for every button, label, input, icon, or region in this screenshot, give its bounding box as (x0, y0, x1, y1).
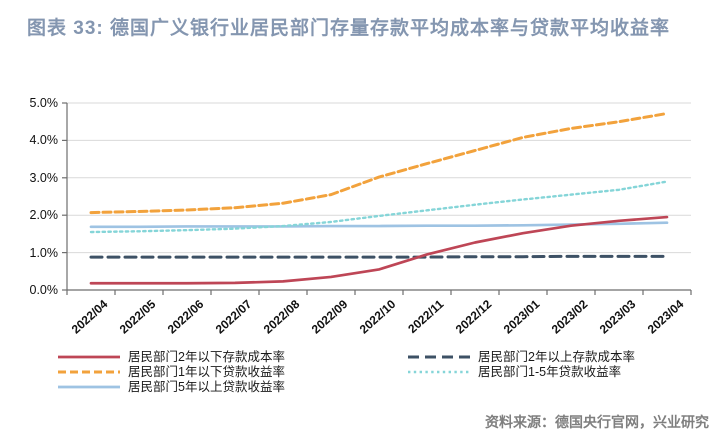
legend-swatch-loan-1-5y (408, 370, 470, 374)
legend-swatch-deposit-under-2y (58, 355, 120, 359)
legend-item-loan-1-5y: 居民部门1-5年贷款收益率 (407, 365, 621, 379)
legend-item-deposit-over-2y: 居民部门2年以上存款成本率 (407, 350, 635, 364)
y-tick-label: 1.0% (29, 245, 59, 260)
y-tick-label: 4.0% (29, 133, 59, 148)
legend-item-loan-under-1y: 居民部门1年以下贷款收益率 (57, 365, 285, 379)
y-tick-label: 2.0% (29, 208, 59, 223)
series-line-deposit-over-2y (89, 254, 669, 259)
legend-label: 居民部门1-5年贷款收益率 (478, 365, 622, 379)
legend-label: 居民部门5年以上贷款收益率 (128, 380, 285, 394)
legend-label: 居民部门1年以下贷款收益率 (128, 365, 285, 379)
legend-item-deposit-under-2y: 居民部门2年以下存款成本率 (57, 350, 285, 364)
y-tick-label: 3.0% (29, 170, 59, 185)
series-line-deposit-under-2y (89, 215, 669, 285)
legend-swatch-deposit-over-2y (408, 355, 470, 359)
y-tick-label: 5.0% (29, 96, 59, 110)
series-line-loan-under-1y (89, 111, 669, 215)
legend-label: 居民部门2年以上存款成本率 (478, 350, 635, 364)
series-line-loan-1-5y (89, 180, 669, 234)
legend-item-loan-over-5y: 居民部门5年以上贷款收益率 (57, 380, 285, 394)
source-note: 资料来源：德国央行官网，兴业研究 (485, 414, 709, 430)
chart-title: 图表 33: 德国广义银行业居民部门存量存款平均成本率与贷款平均收益率 (27, 18, 671, 39)
legend-swatch-loan-over-5y (58, 385, 120, 389)
legend-label: 居民部门2年以下存款成本率 (128, 350, 285, 364)
y-tick-label: 0.0% (29, 283, 59, 297)
legend-swatch-loan-under-1y (58, 370, 120, 374)
